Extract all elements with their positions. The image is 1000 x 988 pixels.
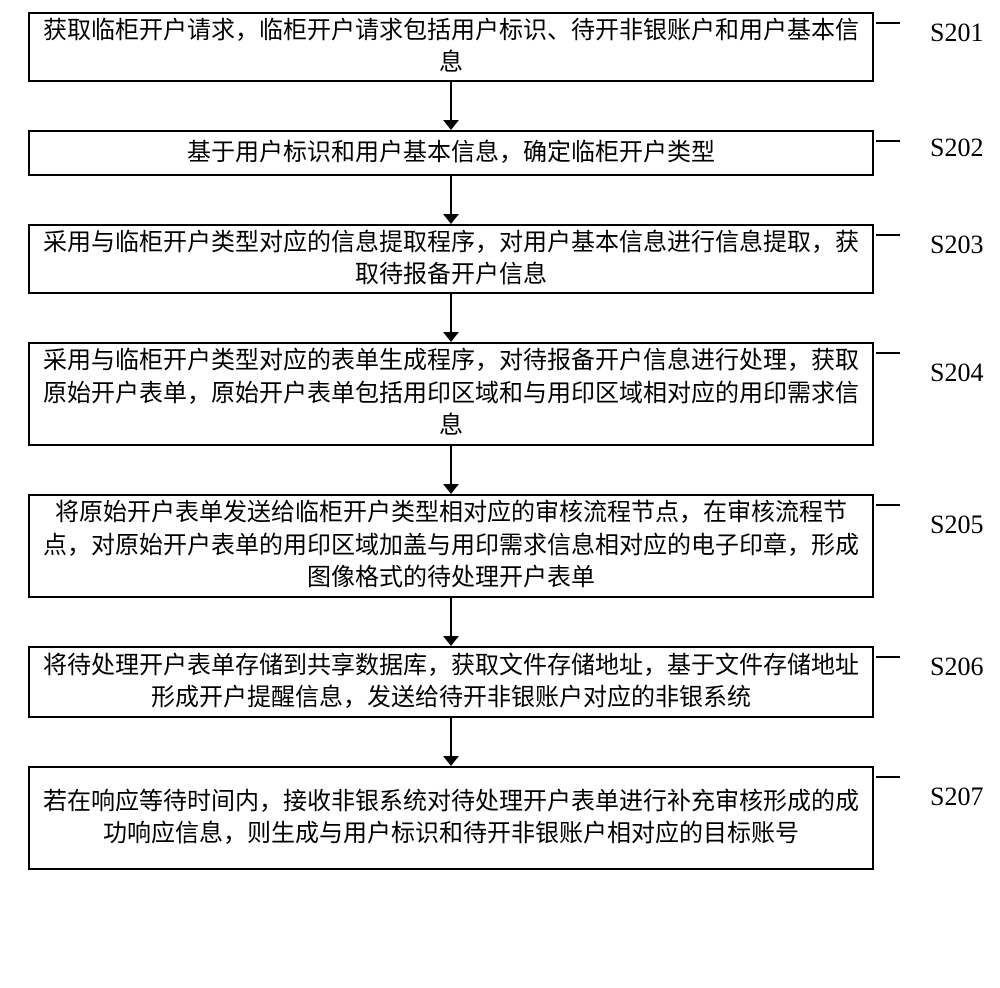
flow-node-text: 采用与临柜开户类型对应的表单生成程序，对待报备开户信息进行处理，获取原始开户表单…: [40, 345, 862, 442]
flow-tick-s203: [876, 234, 900, 236]
flow-node-text: 将原始开户表单发送给临柜开户类型相对应的审核流程节点，在审核流程节点，对原始开户…: [40, 497, 862, 594]
flow-tick-s202: [876, 140, 900, 142]
flow-node-s205: 将原始开户表单发送给临柜开户类型相对应的审核流程节点，在审核流程节点，对原始开户…: [28, 494, 874, 598]
flow-node-s204: 采用与临柜开户类型对应的表单生成程序，对待报备开户信息进行处理，获取原始开户表单…: [28, 342, 874, 446]
arrow-head-s202-s203: [443, 214, 459, 224]
flow-label-s205: S205: [930, 510, 983, 540]
flow-tick-s206: [876, 656, 900, 658]
flow-label-s203: S203: [930, 230, 983, 260]
flow-label-s202: S202: [930, 133, 983, 163]
flow-tick-s201: [876, 22, 900, 24]
flow-node-s201: 获取临柜开户请求，临柜开户请求包括用户标识、待开非银账户和用户基本信息: [28, 12, 874, 82]
flow-tick-s207: [876, 776, 900, 778]
flow-node-text: 基于用户标识和用户基本信息，确定临柜开户类型: [187, 137, 715, 169]
flow-label-s201: S201: [930, 18, 983, 48]
flow-node-s206: 将待处理开户表单存储到共享数据库，获取文件存储地址，基于文件存储地址形成开户提醒…: [28, 646, 874, 718]
flow-node-text: 若在响应等待时间内，接收非银系统对待处理开户表单进行补充审核形成的成功响应信息，…: [40, 786, 862, 851]
flow-node-text: 采用与临柜开户类型对应的信息提取程序，对用户基本信息进行信息提取，获取待报备开户…: [40, 227, 862, 292]
flow-node-s207: 若在响应等待时间内，接收非银系统对待处理开户表单进行补充审核形成的成功响应信息，…: [28, 766, 874, 870]
flowchart-canvas: 获取临柜开户请求，临柜开户请求包括用户标识、待开非银账户和用户基本信息 S201 基…: [0, 0, 1000, 988]
arrow-head-s201-s202: [443, 120, 459, 130]
flow-label-s207: S207: [930, 782, 983, 812]
arrow-head-s204-s205: [443, 484, 459, 494]
flow-node-text: 获取临柜开户请求，临柜开户请求包括用户标识、待开非银账户和用户基本信息: [40, 15, 862, 80]
flow-tick-s205: [876, 504, 900, 506]
flow-node-s203: 采用与临柜开户类型对应的信息提取程序，对用户基本信息进行信息提取，获取待报备开户…: [28, 224, 874, 294]
flow-tick-s204: [876, 352, 900, 354]
flow-label-s206: S206: [930, 652, 983, 682]
flow-node-text: 将待处理开户表单存储到共享数据库，获取文件存储地址，基于文件存储地址形成开户提醒…: [40, 650, 862, 715]
arrow-head-s205-s206: [443, 636, 459, 646]
arrow-head-s203-s204: [443, 332, 459, 342]
arrow-head-s206-s207: [443, 756, 459, 766]
flow-label-s204: S204: [930, 358, 983, 388]
flow-node-s202: 基于用户标识和用户基本信息，确定临柜开户类型: [28, 130, 874, 176]
